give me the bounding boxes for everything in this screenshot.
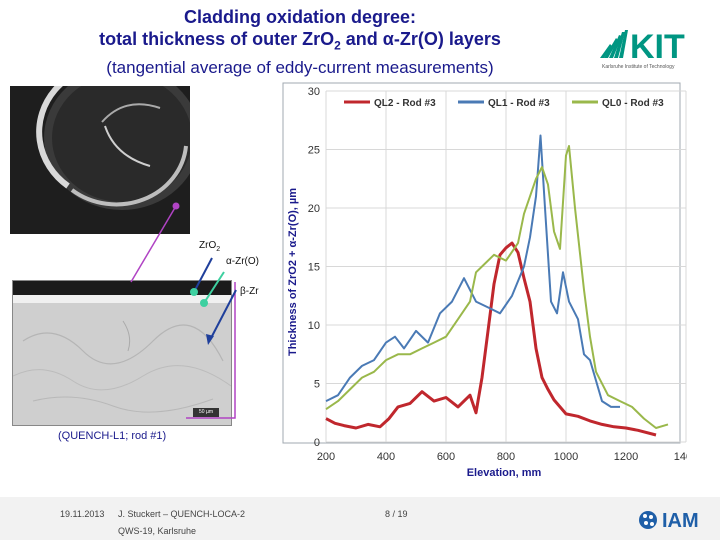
scale-bar: 50 µm [193, 408, 219, 417]
cladding-ring-graphic [10, 86, 190, 234]
zro2-label: ZrO2 [199, 240, 220, 253]
x-tick-label: 400 [377, 451, 395, 463]
y-tick-label: 15 [308, 262, 320, 274]
legend-label-2: QL1 - Rod #3 [488, 98, 550, 109]
title-line-3: (tangential average of eddy-current meas… [106, 57, 494, 77]
legend-label-1: QL2 - Rod #3 [374, 98, 436, 109]
y-tick-label: 10 [308, 320, 320, 332]
series-line-3 [325, 145, 669, 429]
y-tick-label: 5 [314, 379, 320, 391]
y-tick-label: 20 [308, 203, 320, 215]
legend-label-3: QL0 - Rod #3 [602, 98, 664, 109]
kit-rays-icon [600, 30, 628, 58]
footer-page-number: 8 / 19 [385, 509, 408, 519]
chart-y-axis-label: Thickness of ZrO2 + α-Zr(O), µm [287, 188, 299, 356]
x-tick-label: 600 [437, 451, 455, 463]
footer-event: QWS-19, Karlsruhe [118, 526, 197, 536]
zro2-label-sub: 2 [216, 246, 221, 253]
slide-title: Cladding oxidation degree: total thickne… [0, 6, 600, 79]
title-line-2: total thickness of outer ZrO2 and α-Zr(O… [0, 28, 600, 57]
iam-logo-text: IAM [662, 510, 699, 532]
title-line-2-prefix: total thickness of outer ZrO [99, 29, 335, 49]
alpha-zr-layer [13, 295, 231, 303]
chart-tick-labels: 0 5 10 15 20 25 30 200 400 600 800 1000 1200 1400 [308, 86, 687, 463]
iam-logo-icon [639, 511, 657, 529]
thickness-chart: 0 5 10 15 20 25 30 200 400 600 800 1000 1200 1400 QL2… [282, 82, 687, 479]
series-line-2 [325, 134, 620, 408]
kit-logo-text: KIT [630, 28, 685, 66]
x-tick-label: 1000 [554, 451, 578, 463]
footer-date: 19.11.2013 [60, 509, 105, 519]
metallography-image: 50 µm [12, 280, 232, 426]
x-tick-label: 200 [317, 451, 335, 463]
zro2-layer [13, 281, 231, 295]
beta-zr-texture [13, 320, 231, 413]
title-line-2-sub: 2 [334, 38, 341, 53]
cladding-cross-section-image [10, 86, 190, 234]
footer-author: J. Stuckert – QUENCH-LOCA-2 [118, 509, 246, 519]
chart-legend: QL2 - Rod #3 QL1 - Rod #3 QL0 - Rod #3 [344, 98, 664, 109]
title-line-1: Cladding oxidation degree: [183, 7, 416, 27]
x-tick-label: 1400 [674, 451, 687, 463]
kit-logo: KIT Karlsruhe Institute of Technology [600, 28, 685, 70]
y-tick-label: 25 [308, 145, 320, 157]
x-tick-label: 800 [497, 451, 515, 463]
y-tick-label: 0 [314, 437, 320, 449]
y-tick-label: 30 [308, 86, 320, 98]
chart-x-axis-label: Elevation, mm [467, 467, 542, 479]
title-line-2-suffix: and α-Zr(O) layers [340, 29, 501, 49]
micrograph-caption: (QUENCH-L1; rod #1) [58, 430, 167, 442]
footer-band [0, 497, 720, 540]
beta-zr-label: β-Zr [240, 286, 259, 297]
kit-logo-tagline: Karlsruhe Institute of Technology [602, 64, 675, 70]
x-tick-label: 1200 [614, 451, 638, 463]
iam-logo: IAM [639, 510, 699, 532]
series-line-1 [325, 241, 657, 437]
chart-gridlines [325, 90, 687, 443]
zro2-label-main: ZrO [199, 240, 217, 251]
alpha-zr-label: α-Zr(O) [226, 256, 259, 267]
chart-series-lines [325, 134, 669, 437]
